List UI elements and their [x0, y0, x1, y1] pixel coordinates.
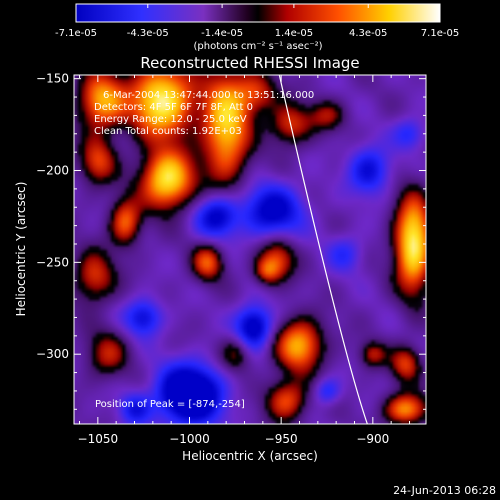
peak-position-label: Position of Peak = [-874,-254]	[95, 399, 245, 410]
y-axis-ticks	[74, 78, 426, 410]
annotation-block: 6-Mar-2004 13:47:44.000 to 13:51:16.000D…	[94, 90, 314, 137]
colorbar-tick-label: 1.4e-05	[275, 28, 313, 39]
x-axis-label: Heliocentric X (arcsec)	[182, 449, 318, 463]
y-tick-label: −250	[36, 255, 69, 269]
x-tick-label: −950	[265, 432, 298, 446]
chart-title: Reconstructed RHESSI Image	[140, 54, 359, 72]
footer-date: 24-Jun-2013 06:28	[393, 484, 496, 497]
annotation-line: Detectors: 4F 5F 6F 7F 8F, Att 0	[94, 102, 253, 113]
y-tick-label: −150	[36, 72, 69, 86]
colorbar-tick-label: -7.1e-05	[55, 28, 97, 39]
y-tick-label: −200	[36, 164, 69, 178]
colorbar-tick-label: -4.3e-05	[127, 28, 169, 39]
heatmap-image	[74, 75, 426, 424]
x-tick-label: −1000	[169, 432, 210, 446]
colorbar-tick-labels: -7.1e-05 -4.3e-05 -1.4e-05 1.4e-05 4.3e-05 7.…	[55, 28, 459, 39]
colorbar-tick-label: -1.4e-05	[201, 28, 243, 39]
x-tick-label: −900	[356, 432, 389, 446]
x-axis-ticks	[79, 75, 410, 424]
annotation-line: Clean Total counts: 1.92E+03	[94, 126, 242, 137]
colorbar	[75, 3, 441, 23]
annotation-line: Energy Range: 12.0 - 25.0 keV	[94, 114, 247, 125]
colorbar-ticks	[75, 4, 441, 8]
colorbar-tick-label: 4.3e-05	[349, 28, 387, 39]
plot-frame	[73, 74, 427, 425]
y-axis-label: Heliocentric Y (arcsec)	[14, 182, 28, 317]
x-axis-tick-labels: −1050 −1000 −950 −900	[78, 432, 390, 446]
y-axis-tick-labels: −300 −250 −200 −150	[36, 72, 69, 362]
annotation-line: 6-Mar-2004 13:47:44.000 to 13:51:16.000	[103, 90, 314, 101]
colorbar-unit-label: (photons cm⁻² s⁻¹ asec⁻²)	[193, 41, 322, 52]
x-tick-label: −1050	[78, 432, 119, 446]
y-tick-label: −300	[36, 347, 69, 361]
colorbar-tick-label: 7.1e-05	[421, 28, 459, 39]
limb-curve	[278, 75, 368, 424]
